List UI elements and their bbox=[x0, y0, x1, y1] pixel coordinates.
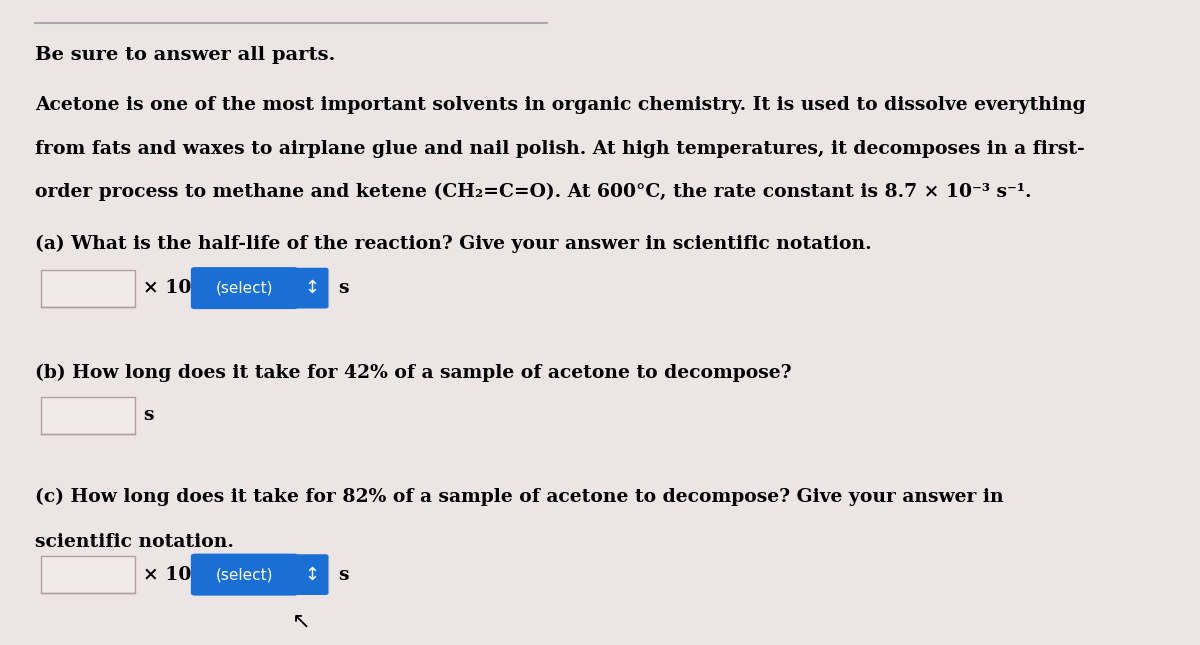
Text: (b) How long does it take for 42% of a sample of acetone to decompose?: (b) How long does it take for 42% of a s… bbox=[36, 364, 792, 382]
FancyBboxPatch shape bbox=[41, 556, 134, 593]
FancyBboxPatch shape bbox=[295, 554, 329, 595]
Text: s: s bbox=[338, 566, 348, 584]
Text: s: s bbox=[143, 406, 154, 424]
Text: from fats and waxes to airplane glue and nail polish. At high temperatures, it d: from fats and waxes to airplane glue and… bbox=[36, 140, 1085, 158]
FancyBboxPatch shape bbox=[295, 268, 329, 308]
Text: (c) How long does it take for 82% of a sample of acetone to decompose? Give your: (c) How long does it take for 82% of a s… bbox=[36, 488, 1004, 506]
Text: ↕: ↕ bbox=[305, 566, 319, 584]
FancyBboxPatch shape bbox=[41, 397, 134, 434]
Text: ↕: ↕ bbox=[305, 279, 319, 297]
Text: Acetone is one of the most important solvents in organic chemistry. It is used t: Acetone is one of the most important sol… bbox=[36, 97, 1086, 114]
FancyBboxPatch shape bbox=[191, 553, 299, 595]
Text: Be sure to answer all parts.: Be sure to answer all parts. bbox=[36, 46, 336, 64]
Text: (select): (select) bbox=[216, 281, 274, 295]
Text: ↖: ↖ bbox=[292, 611, 311, 631]
Text: × 10: × 10 bbox=[143, 566, 191, 584]
FancyBboxPatch shape bbox=[41, 270, 134, 306]
FancyBboxPatch shape bbox=[191, 267, 299, 309]
Text: (select): (select) bbox=[216, 567, 274, 582]
Text: s: s bbox=[338, 279, 348, 297]
Text: scientific notation.: scientific notation. bbox=[36, 533, 234, 551]
Text: (a) What is the half-life of the reaction? Give your answer in scientific notati: (a) What is the half-life of the reactio… bbox=[36, 235, 872, 253]
Text: order process to methane and ketene (CH₂=C=O). At 600°C, the rate constant is 8.: order process to methane and ketene (CH₂… bbox=[36, 183, 1032, 201]
Text: × 10: × 10 bbox=[143, 279, 191, 297]
